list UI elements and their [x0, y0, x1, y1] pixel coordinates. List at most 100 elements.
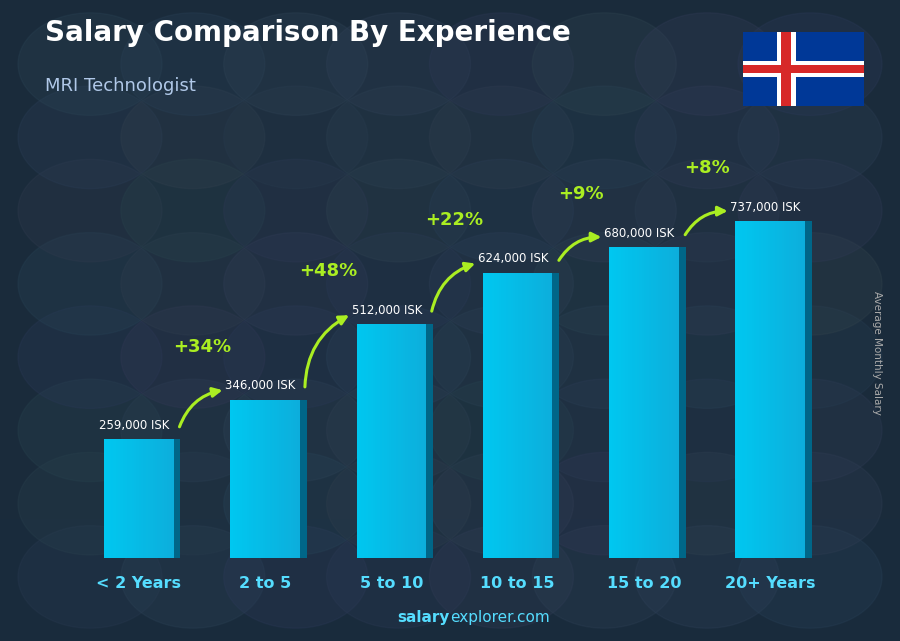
Bar — [651, 247, 653, 558]
Circle shape — [429, 13, 573, 115]
Bar — [770, 221, 772, 558]
Circle shape — [429, 379, 573, 481]
Bar — [735, 221, 738, 558]
Bar — [139, 439, 141, 558]
Bar — [368, 324, 371, 558]
Text: 624,000 ISK: 624,000 ISK — [478, 253, 548, 265]
Bar — [662, 247, 665, 558]
Bar — [125, 439, 127, 558]
Bar — [766, 221, 768, 558]
Bar — [756, 221, 759, 558]
Text: +8%: +8% — [684, 160, 730, 178]
Circle shape — [738, 526, 882, 628]
Bar — [742, 65, 864, 73]
Circle shape — [738, 306, 882, 408]
Bar — [159, 439, 162, 558]
Bar — [674, 247, 677, 558]
Circle shape — [429, 233, 573, 335]
Circle shape — [224, 526, 368, 628]
Bar — [500, 272, 501, 558]
Bar — [387, 324, 389, 558]
Circle shape — [635, 86, 779, 188]
Text: Average Monthly Salary: Average Monthly Salary — [872, 290, 883, 415]
Circle shape — [635, 453, 779, 555]
Bar — [671, 247, 674, 558]
Bar — [740, 221, 742, 558]
Circle shape — [738, 86, 882, 188]
Bar — [794, 221, 796, 558]
Bar — [286, 399, 288, 558]
Bar — [150, 439, 153, 558]
Circle shape — [327, 233, 471, 335]
Bar — [516, 272, 517, 558]
Bar — [677, 247, 679, 558]
Bar — [274, 399, 276, 558]
Bar — [284, 399, 286, 558]
Circle shape — [327, 86, 471, 188]
Circle shape — [532, 86, 676, 188]
Bar — [529, 272, 532, 558]
Bar — [649, 247, 651, 558]
Bar — [518, 272, 520, 558]
Circle shape — [429, 526, 573, 628]
Circle shape — [532, 13, 676, 115]
Bar — [141, 439, 143, 558]
Circle shape — [121, 453, 265, 555]
Circle shape — [121, 233, 265, 335]
Bar — [614, 247, 617, 558]
Bar — [256, 399, 258, 558]
Bar — [492, 272, 494, 558]
Bar — [667, 247, 670, 558]
Bar — [747, 221, 750, 558]
Bar — [627, 247, 630, 558]
Bar — [644, 247, 646, 558]
Bar — [630, 247, 633, 558]
Text: +9%: +9% — [558, 185, 604, 203]
Text: salary: salary — [398, 610, 450, 625]
Bar — [410, 324, 412, 558]
Circle shape — [18, 233, 162, 335]
Bar — [380, 324, 382, 558]
Bar — [506, 272, 508, 558]
Circle shape — [121, 86, 265, 188]
Bar — [115, 439, 118, 558]
Bar — [270, 399, 272, 558]
Bar — [532, 272, 534, 558]
Bar — [249, 399, 251, 558]
Bar — [111, 439, 113, 558]
Bar — [166, 439, 169, 558]
Text: 259,000 ISK: 259,000 ISK — [99, 419, 169, 432]
Text: explorer.com: explorer.com — [450, 610, 550, 625]
Bar — [361, 324, 364, 558]
Bar — [238, 399, 239, 558]
Bar — [295, 399, 298, 558]
Bar — [768, 221, 770, 558]
Circle shape — [224, 86, 368, 188]
Bar — [679, 247, 686, 558]
Circle shape — [18, 526, 162, 628]
Bar — [777, 32, 796, 106]
Bar — [263, 399, 266, 558]
Bar — [155, 439, 157, 558]
Bar — [526, 272, 529, 558]
Circle shape — [738, 233, 882, 335]
Bar — [230, 399, 233, 558]
Bar — [417, 324, 419, 558]
Bar — [121, 439, 122, 558]
Bar — [393, 324, 396, 558]
Bar — [642, 247, 643, 558]
Bar — [247, 399, 249, 558]
Circle shape — [224, 306, 368, 408]
Bar — [742, 61, 864, 77]
Bar — [375, 324, 377, 558]
Bar — [134, 439, 137, 558]
Circle shape — [738, 379, 882, 481]
Bar — [164, 439, 166, 558]
Bar — [653, 247, 655, 558]
Bar — [158, 439, 159, 558]
Bar — [772, 221, 775, 558]
Bar — [258, 399, 260, 558]
Bar — [618, 247, 621, 558]
Bar — [553, 272, 559, 558]
Circle shape — [738, 13, 882, 115]
